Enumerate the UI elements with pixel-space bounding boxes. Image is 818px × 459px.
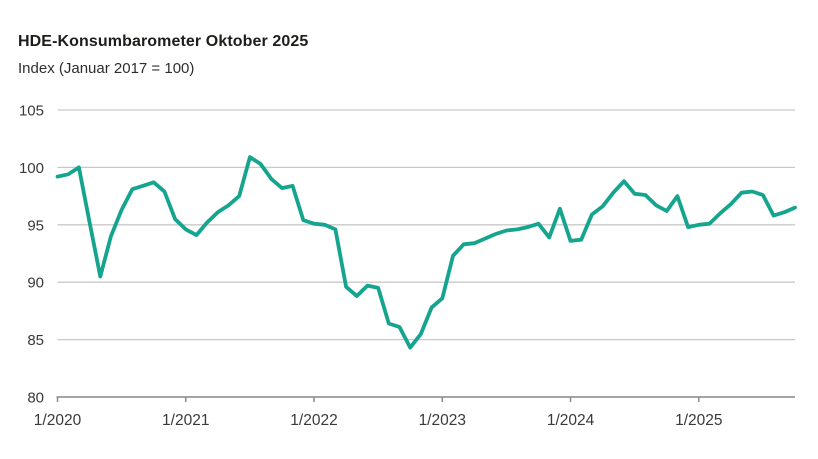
x-axis-label: 1/2020 <box>34 412 82 429</box>
x-axis-label: 1/2024 <box>547 412 595 429</box>
y-axis-label: 90 <box>27 275 44 292</box>
chart-title: HDE-Konsumbarometer Oktober 2025 <box>18 33 309 50</box>
y-axis-label: 95 <box>27 217 44 234</box>
chart-subtitle: Index (Januar 2017 = 100) <box>18 60 195 77</box>
x-axis-label: 1/2022 <box>290 412 337 429</box>
y-axis-label: 85 <box>27 332 44 349</box>
y-axis-label: 100 <box>19 160 44 177</box>
y-axis-label: 80 <box>27 390 44 407</box>
x-axis-label: 1/2023 <box>419 412 466 429</box>
x-axis-label: 1/2021 <box>162 412 209 429</box>
x-axis-label: 1/2025 <box>675 412 722 429</box>
y-axis-label: 105 <box>19 103 44 120</box>
index-series-line <box>55 155 797 350</box>
